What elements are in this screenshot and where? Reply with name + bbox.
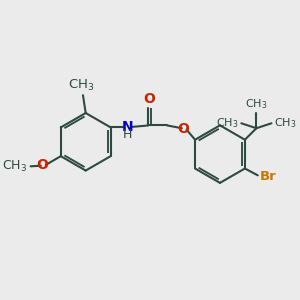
Text: CH$_3$: CH$_3$ xyxy=(274,116,297,130)
Text: O: O xyxy=(177,122,189,136)
Text: Br: Br xyxy=(260,170,277,183)
Text: CH$_3$: CH$_3$ xyxy=(2,159,27,174)
Text: CH$_3$: CH$_3$ xyxy=(68,78,95,93)
Text: O: O xyxy=(144,92,155,106)
Text: N: N xyxy=(122,120,134,134)
Text: CH$_3$: CH$_3$ xyxy=(216,116,239,130)
Text: O: O xyxy=(36,158,48,172)
Text: H: H xyxy=(123,128,132,141)
Text: CH$_3$: CH$_3$ xyxy=(245,98,268,111)
